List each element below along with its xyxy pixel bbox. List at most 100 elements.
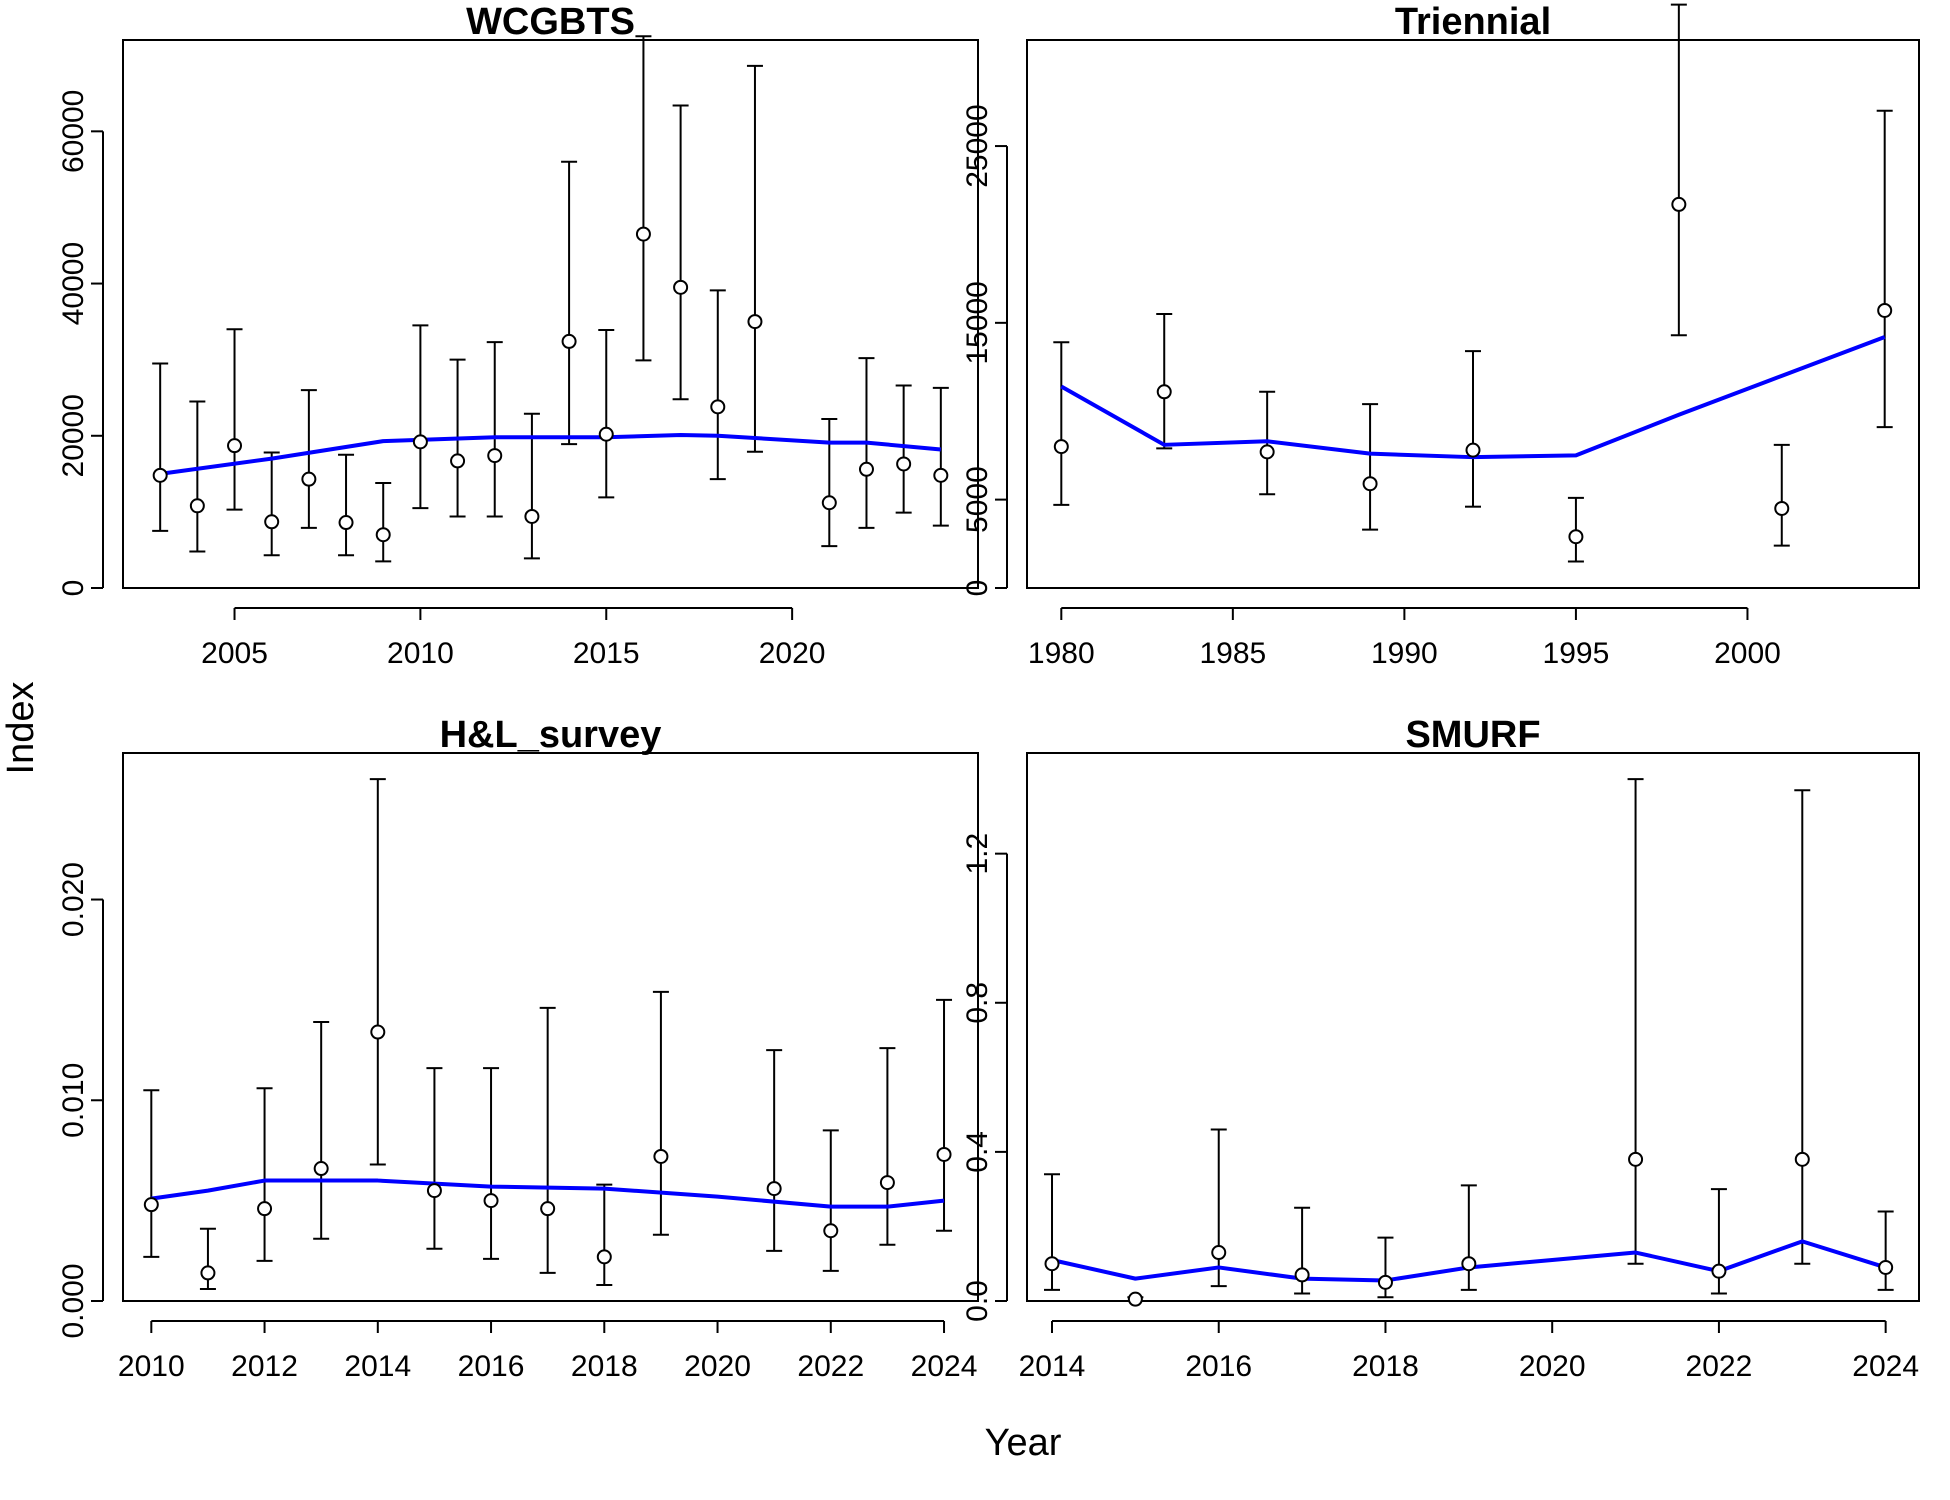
- data-point: [766, 1181, 782, 1197]
- y-tick-label: 20000: [57, 394, 90, 477]
- y-tick-label: 0.010: [57, 1063, 90, 1138]
- data-point: [540, 1201, 556, 1217]
- data-point: [1794, 1151, 1810, 1167]
- data-point: [1377, 1274, 1393, 1290]
- data-point: [1877, 302, 1893, 318]
- y-tick-label: 1.2: [961, 833, 994, 875]
- panel-title: H&L_survey: [440, 714, 662, 756]
- data-point: [858, 461, 874, 477]
- data-point: [412, 434, 428, 450]
- panel-3: H&L_survey 2010 2012 2014 2016 2018 2020 2022 20…: [57, 714, 979, 1383]
- data-point: [189, 498, 205, 514]
- fit-line: [159, 433, 942, 476]
- x-tick-label: 2010: [118, 1350, 185, 1383]
- fit-line: [151, 1178, 945, 1209]
- data-point: [487, 448, 503, 464]
- data-point: [1878, 1259, 1894, 1275]
- data-point: [823, 1223, 839, 1239]
- figure-x-label: Year: [985, 1422, 1062, 1464]
- data-point: [524, 508, 540, 524]
- y-tick-label: 0.000: [57, 1263, 90, 1338]
- panel-title: WCGBTS: [466, 1, 635, 43]
- y-tick-label: 0.4: [961, 1131, 994, 1173]
- data-point: [338, 515, 354, 531]
- data-point: [1671, 196, 1687, 212]
- y-tick-label: 60000: [57, 90, 90, 173]
- plot-frame: [1026, 752, 1920, 1302]
- x-tick-label: 2020: [1519, 1350, 1586, 1383]
- data-point: [143, 1197, 159, 1213]
- x-tick-label: 2016: [1185, 1350, 1252, 1383]
- data-point: [896, 456, 912, 472]
- data-point: [375, 527, 391, 543]
- x-tick-label: 2016: [458, 1350, 525, 1383]
- data-point: [1711, 1263, 1727, 1279]
- panel-title: Triennial: [1395, 1, 1551, 43]
- panel-1: WCGBTS 2005 2010 2015 2020 0 20000 40000 60000: [57, 1, 979, 670]
- plot-frame: [1026, 39, 1920, 589]
- y-tick-label: 0.8: [961, 982, 994, 1024]
- data-point: [450, 453, 466, 469]
- data-point: [653, 1148, 669, 1164]
- x-tick-label: 2012: [231, 1350, 298, 1383]
- x-tick-label: 2000: [1714, 637, 1781, 670]
- data-point: [1044, 1256, 1060, 1272]
- plot-frame: [122, 752, 979, 1302]
- data-point: [1127, 1291, 1143, 1307]
- plot-frame: [122, 39, 979, 589]
- y-tick-label: 0: [961, 580, 994, 597]
- x-tick-label: 2020: [684, 1350, 751, 1383]
- data-point: [152, 467, 168, 483]
- data-point: [1211, 1245, 1227, 1261]
- data-point: [596, 1249, 612, 1265]
- y-tick-label: 0.020: [57, 862, 90, 937]
- y-tick-label: 15000: [961, 281, 994, 364]
- x-tick-label: 2014: [1019, 1350, 1086, 1383]
- data-point: [426, 1183, 442, 1199]
- data-point: [1774, 500, 1790, 516]
- data-point: [561, 333, 577, 349]
- data-point: [673, 279, 689, 295]
- data-point: [747, 314, 763, 330]
- data-point: [1461, 1256, 1477, 1272]
- x-tick-label: 2024: [911, 1350, 978, 1383]
- data-point: [1465, 442, 1481, 458]
- data-point: [710, 399, 726, 415]
- x-tick-label: 2018: [571, 1350, 638, 1383]
- data-point: [635, 226, 651, 242]
- data-point: [301, 471, 317, 487]
- x-tick-label: 2022: [797, 1350, 864, 1383]
- data-point: [933, 467, 949, 483]
- data-point: [370, 1024, 386, 1040]
- data-point: [598, 426, 614, 442]
- data-point: [483, 1193, 499, 1209]
- data-point: [264, 514, 280, 530]
- data-point: [200, 1265, 216, 1281]
- x-tick-label: 2014: [344, 1350, 411, 1383]
- y-tick-label: 40000: [57, 242, 90, 325]
- y-tick-label: 5000: [961, 466, 994, 533]
- panel-title: SMURF: [1405, 714, 1540, 756]
- x-tick-label: 2020: [759, 637, 826, 670]
- data-point: [313, 1161, 329, 1177]
- data-point: [821, 495, 837, 511]
- data-point: [1156, 384, 1172, 400]
- x-tick-label: 1985: [1199, 637, 1266, 670]
- x-tick-label: 2024: [1852, 1350, 1919, 1383]
- x-tick-label: 2015: [573, 637, 640, 670]
- data-point: [1628, 1151, 1644, 1167]
- y-tick-label: 0.0: [961, 1280, 994, 1322]
- data-point: [257, 1201, 273, 1217]
- x-tick-label: 2022: [1686, 1350, 1753, 1383]
- figure-y-label: Index: [0, 682, 42, 775]
- x-tick-label: 2005: [201, 637, 268, 670]
- x-tick-label: 2018: [1352, 1350, 1419, 1383]
- x-tick-label: 1990: [1371, 637, 1438, 670]
- x-tick-label: 2010: [387, 637, 454, 670]
- data-point: [1053, 439, 1069, 455]
- data-point: [1294, 1267, 1310, 1283]
- data-point: [1362, 476, 1378, 492]
- data-point: [227, 438, 243, 454]
- data-point: [936, 1146, 952, 1162]
